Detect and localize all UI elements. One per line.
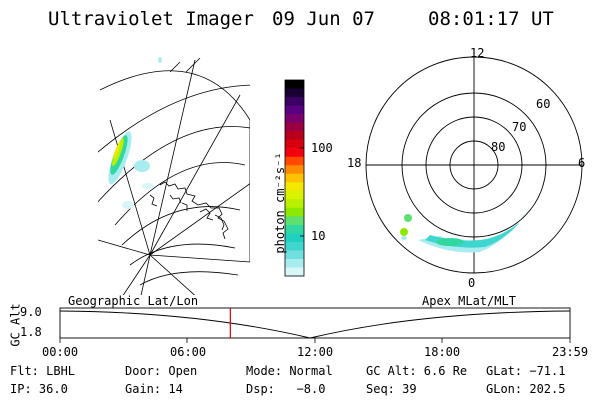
colorbar-stripe xyxy=(285,114,304,124)
mlt-12-label: 12 xyxy=(470,46,485,60)
timeline-ytick-low: 1.8 xyxy=(20,325,42,339)
mlat-60-label: 60 xyxy=(536,97,551,111)
mlat-70-label: 70 xyxy=(512,120,527,134)
timeline-left-title: Geographic Lat/Lon xyxy=(68,294,199,308)
colorbar-stripe xyxy=(285,88,304,98)
map-aurora xyxy=(108,57,162,209)
mlt-6-label: 6 xyxy=(578,156,586,170)
colorbar-stripe xyxy=(285,165,304,175)
colorbar-stripe xyxy=(285,173,304,183)
timeline-xtick: 06:00 xyxy=(170,345,207,359)
seq-info: Seq: 39 xyxy=(366,382,417,396)
colorbar-stripe xyxy=(285,216,304,226)
colorbar-stripe xyxy=(285,182,304,192)
colorbar-stripe xyxy=(285,258,304,269)
timeline-xtick: 18:00 xyxy=(424,345,461,359)
colorbar-stripe xyxy=(285,148,304,158)
colorbar-stripe xyxy=(285,122,304,132)
colorbar-stripe xyxy=(285,199,304,209)
colorbar-stripe xyxy=(285,80,304,90)
time-label: 08:01:17 UT xyxy=(428,8,554,30)
mlat-80-label: 80 xyxy=(491,140,506,154)
colorbar-tick-100: 100 xyxy=(311,141,333,155)
mode-info: Mode: Normal xyxy=(246,364,333,378)
colorbar-stripe xyxy=(285,241,304,252)
instrument-title: Ultraviolet Imager xyxy=(48,8,254,30)
colorbar-stripe xyxy=(285,207,304,217)
glat-info: GLat: −71.1 xyxy=(486,364,566,378)
filter-info: Flt: LBHL xyxy=(10,364,76,378)
timeline-xtick: 00:00 xyxy=(42,345,79,359)
date-label: 09 Jun 07 xyxy=(272,8,375,30)
map-tick xyxy=(169,61,181,73)
ip-info: IP: 36.0 xyxy=(10,382,68,396)
colorbar-stripe xyxy=(285,224,304,234)
colorbar-stripe xyxy=(285,156,304,166)
colorbar-stripe xyxy=(285,139,304,149)
timeline-xtick: 23:59 xyxy=(552,345,589,359)
timeline-ytick-high: 9.0 xyxy=(20,305,42,319)
colorbar-stripe xyxy=(285,105,304,115)
map-tick xyxy=(185,57,201,73)
colorbar-stripe xyxy=(285,97,304,107)
colorbar-stripe xyxy=(285,267,304,277)
colorbar-stripe xyxy=(285,190,304,200)
gain-info: Gain: 14 xyxy=(125,382,183,396)
colorbar-stripe xyxy=(285,131,304,141)
gc-alt-info: GC Alt: 6.6 Re xyxy=(366,364,468,378)
colorbar-stripe xyxy=(285,233,304,243)
dsp-info: Dsp: −8.0 xyxy=(246,382,326,396)
mlt-18-label: 18 xyxy=(347,156,362,170)
door-info: Door: Open xyxy=(125,364,198,378)
glon-info: GLon: 202.5 xyxy=(486,382,566,396)
polar-aurora xyxy=(400,205,530,253)
timeline-xtick: 12:00 xyxy=(297,345,334,359)
colorbar-tick-10: 10 xyxy=(311,229,326,243)
colorbar-stripe xyxy=(285,250,304,260)
mlt-0-label: 0 xyxy=(468,276,476,290)
timeline-right-title: Apex MLat/MLT xyxy=(422,294,516,308)
